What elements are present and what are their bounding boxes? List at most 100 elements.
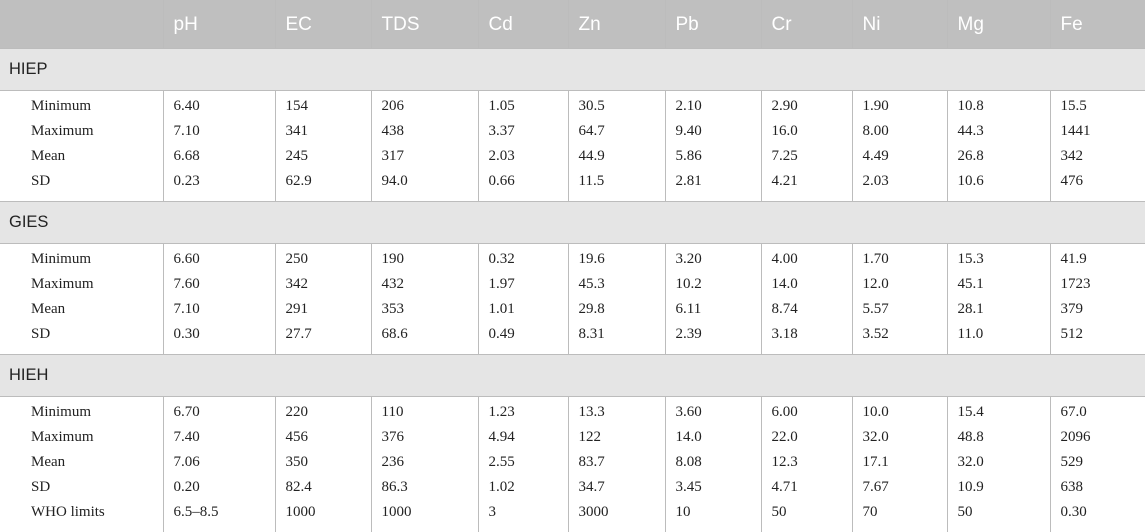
spacer-cell [478, 243, 569, 247]
spacer-cell [761, 90, 853, 94]
spacer-cell [0, 346, 164, 354]
group-label: GIES [0, 200, 1145, 244]
table-cell: 68.6 [371, 321, 479, 347]
table-cell: 3.45 [665, 474, 762, 500]
header-cell-blank [0, 0, 164, 48]
table-cell: 2.03 [852, 168, 948, 194]
table-cell: 6.68 [163, 143, 276, 169]
table-cell: 0.32 [478, 246, 569, 272]
table-cell: 50 [947, 499, 1051, 525]
spacer-cell [852, 193, 948, 201]
row-label: Mean [0, 143, 164, 169]
row-label: Maximum [0, 424, 164, 450]
spacer-cell [947, 346, 1051, 354]
spacer-cell [665, 396, 762, 400]
table-cell: 236 [371, 449, 479, 475]
table-cell: 83.7 [568, 449, 666, 475]
spacer-cell [478, 396, 569, 400]
table-row: WHO limits 6.5–8.5 1000 1000 3 3000 10 50 70 50 0.… [0, 499, 1145, 525]
table-cell: 7.67 [852, 474, 948, 500]
header-cell-cd: Cd [478, 0, 569, 48]
row-label: Minimum [0, 93, 164, 119]
table-cell: 13.3 [568, 399, 666, 425]
spacer-cell [947, 243, 1051, 247]
spacer-cell [947, 524, 1051, 532]
table-row: Maximum 7.10 341 438 3.37 64.7 9.40 16.0 8.00 44.… [0, 118, 1145, 144]
table-cell: 7.06 [163, 449, 276, 475]
table-body: HIEP Minimum 6.40 154 206 1.05 30.5 2.10 2.90 1.9… [0, 47, 1145, 532]
spacer-cell [761, 243, 853, 247]
header-cell-mg: Mg [947, 0, 1051, 48]
table-cell: 456 [275, 424, 372, 450]
table-cell: 6.70 [163, 399, 276, 425]
spacer-cell [0, 243, 164, 247]
table-cell: 70 [852, 499, 948, 525]
table-cell: 8.08 [665, 449, 762, 475]
table-cell: 82.4 [275, 474, 372, 500]
table-cell: 4.00 [761, 246, 853, 272]
table-cell: 1441 [1060, 122, 1091, 139]
table-cell: 8.74 [761, 296, 853, 322]
spacer-cell [761, 396, 853, 400]
table-row: Mean 7.06 350 236 2.55 83.7 8.08 12.3 17.1 32.0 52… [0, 449, 1145, 475]
table-cell: 86.3 [371, 474, 479, 500]
table-cell: 7.40 [163, 424, 276, 450]
spacer-cell [852, 90, 948, 94]
table-cell: 350 [275, 449, 372, 475]
table-cell: 32.0 [852, 424, 948, 450]
table-cell: 529 [1060, 453, 1084, 470]
table-cell: 154 [275, 93, 372, 119]
spacer-cell [1050, 347, 1145, 355]
table-cell: 353 [371, 296, 479, 322]
table-cell: 45.1 [947, 271, 1051, 297]
spacer-cell [163, 346, 276, 354]
row-label: SD [0, 321, 164, 347]
spacer-cell [947, 396, 1051, 400]
spacer-cell [852, 524, 948, 532]
table-cell: 50 [761, 499, 853, 525]
table-cell: 19.6 [568, 246, 666, 272]
spacer-cell [275, 396, 372, 400]
table-cell: 8.00 [852, 118, 948, 144]
table-cell: 5.86 [665, 143, 762, 169]
spacer-cell [665, 346, 762, 354]
table-cell: 7.60 [163, 271, 276, 297]
table-cell: 14.0 [761, 271, 853, 297]
spacer-cell [371, 396, 479, 400]
table-cell: 94.0 [371, 168, 479, 194]
spacer-cell [568, 243, 666, 247]
spacer-cell [568, 524, 666, 532]
spacer-cell [163, 193, 276, 201]
header-cell-ni: Ni [852, 0, 948, 48]
table-cell: 0.23 [163, 168, 276, 194]
row-label: Maximum [0, 118, 164, 144]
spacer-cell [163, 90, 276, 94]
table-row: Minimum 6.60 250 190 0.32 19.6 3.20 4.00 1.70 15.… [0, 246, 1145, 272]
table-cell: 638 [1060, 478, 1084, 495]
table-cell: 7.25 [761, 143, 853, 169]
table-cell: 190 [371, 246, 479, 272]
table-cell: 6.40 [163, 93, 276, 119]
table-row: Maximum 7.40 456 376 4.94 122 14.0 22.0 32.0 48.8… [0, 424, 1145, 450]
table-cell: 9.40 [665, 118, 762, 144]
spacer-row [0, 243, 1145, 247]
table-cell: 122 [568, 424, 666, 450]
spacer-cell [1050, 194, 1145, 202]
table-row: Maximum 7.60 342 432 1.97 45.3 10.2 14.0 12.0 45.… [0, 271, 1145, 297]
table-cell: 10.9 [947, 474, 1051, 500]
table-cell: 1.70 [852, 246, 948, 272]
table-cell: 7.10 [163, 118, 276, 144]
table-cell: 16.0 [761, 118, 853, 144]
table-cell: 341 [275, 118, 372, 144]
spacer-cell [1050, 525, 1145, 532]
table-cell: 11.0 [947, 321, 1051, 347]
table-cell: 14.0 [665, 424, 762, 450]
table-cell: 4.49 [852, 143, 948, 169]
table-cell: 67.0 [1060, 403, 1087, 420]
header-cell-cr: Cr [761, 0, 853, 48]
spacer-cell [371, 193, 479, 201]
table-cell: 0.30 [163, 321, 276, 347]
table-cell: 12.3 [761, 449, 853, 475]
header-row: pH EC TDS Cd Zn Pb Cr Ni Mg Fe [0, 0, 1145, 48]
